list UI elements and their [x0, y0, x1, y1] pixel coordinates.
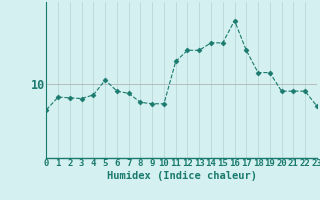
X-axis label: Humidex (Indice chaleur): Humidex (Indice chaleur)	[107, 171, 257, 181]
